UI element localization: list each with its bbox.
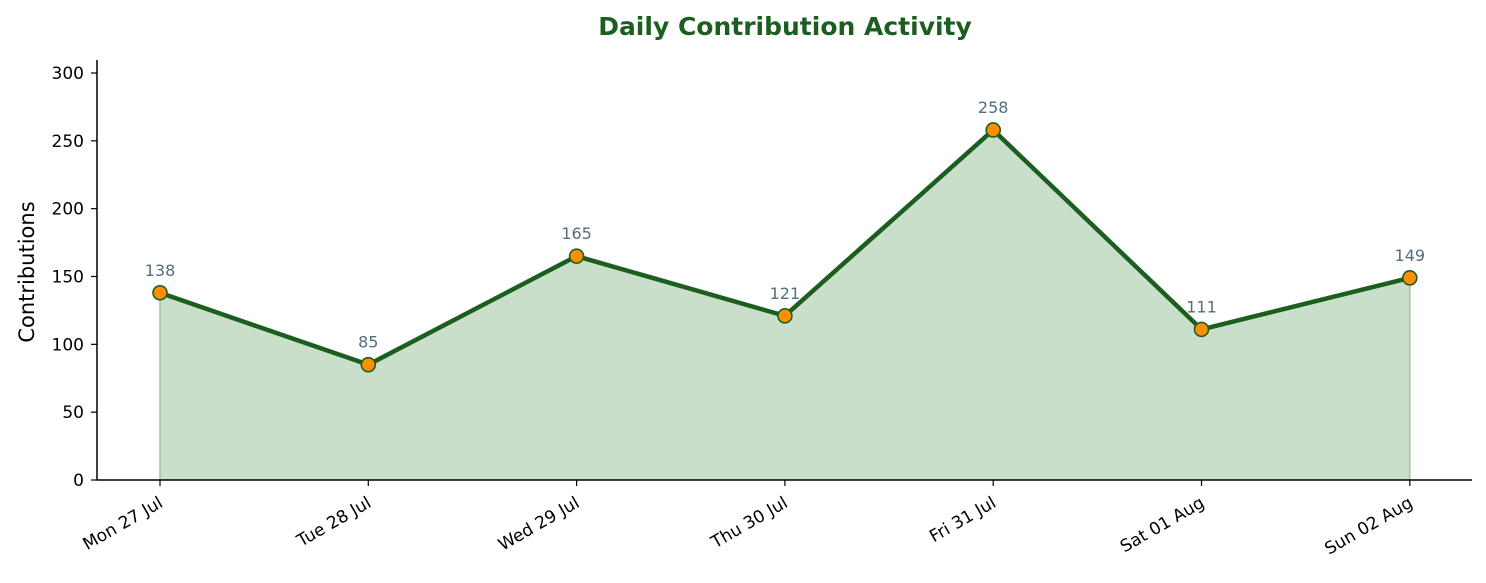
data-point [1402,270,1418,286]
data-label: 111 [1186,297,1217,316]
x-tick-label: Sun 02 Aug [1321,493,1416,559]
data-point [985,122,1002,138]
y-tick-label: 300 [52,64,84,84]
data-label: 138 [145,261,176,280]
y-tick-label: 250 [52,132,84,152]
area-fill [160,129,1410,481]
plot-area: 0 50 100 150 200 250 300 Mon 27 Jul Tue 28 Jul We… [52,60,1472,559]
data-label: 85 [358,333,378,352]
x-tick-label: Mon 27 Jul [80,493,167,555]
x-tick-label: Sat 01 Aug [1117,493,1208,557]
chart-title: Daily Contribution Activity [598,12,972,41]
x-tick-label: Thu 30 Jul [707,493,791,553]
y-tick-label: 100 [52,335,84,355]
data-point [568,248,585,264]
y-axis-label: Contributions [15,201,39,342]
data-point [1193,321,1210,338]
x-tick-label: Tue 28 Jul [293,493,375,552]
y-tick-label: 150 [52,268,84,288]
y-tick-label: 200 [52,200,84,220]
data-label: 258 [978,98,1009,117]
y-tick-label: 50 [62,403,84,423]
data-point [360,356,377,373]
x-tick-label: Fri 31 Jul [926,493,999,547]
data-label: 165 [561,224,592,243]
data-label: 121 [770,284,801,303]
x-tick-label: Wed 29 Jul [495,493,583,555]
data-point [152,284,168,301]
data-point [777,308,793,324]
y-tick-label: 0 [73,471,84,491]
data-label: 149 [1395,246,1426,265]
